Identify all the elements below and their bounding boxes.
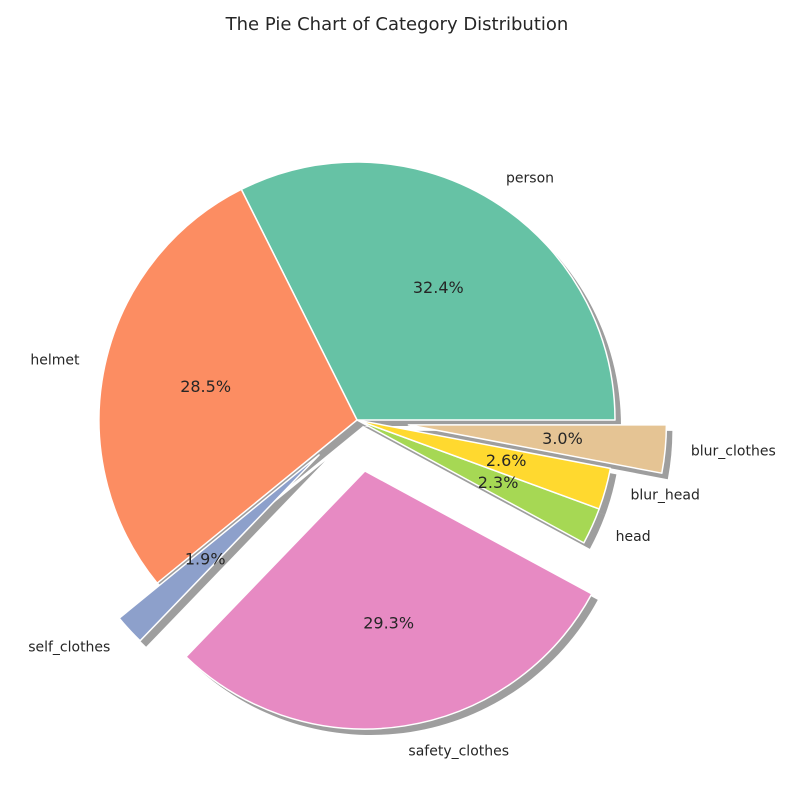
- pie-slice-person: [240, 161, 616, 421]
- slice-labels: person 32.4% helmet 28.5% self_clothes 1.9% sa…: [28, 170, 776, 759]
- slice-percent-blur-clothes: 3.0%: [542, 429, 583, 448]
- slice-percent-blur-head: 2.6%: [486, 451, 527, 470]
- slice-percent-helmet: 28.5%: [180, 377, 231, 396]
- slices: [98, 161, 668, 730]
- pie-slice-helmet: [98, 188, 358, 584]
- slice-percent-person: 32.4%: [413, 278, 464, 297]
- pie-slice-self-clothes: [118, 454, 320, 642]
- slice-label-head: head: [616, 529, 651, 545]
- slice-label-blur-head: blur_head: [631, 488, 700, 504]
- slice-label-self-clothes: self_clothes: [28, 639, 110, 655]
- slice-label-blur-clothes: blur_clothes: [691, 444, 776, 460]
- pie-slice-blur-head: [356, 419, 612, 510]
- chart-title: The Pie Chart of Category Distribution: [225, 14, 569, 35]
- slice-label-person: person: [506, 170, 554, 186]
- slice-percent-head: 2.3%: [478, 473, 519, 492]
- pie-slice-safety-clothes: [185, 470, 593, 730]
- slice-label-safety-clothes: safety_clothes: [408, 743, 509, 759]
- slice-percent-self-clothes: 1.9%: [185, 549, 226, 568]
- slice-percent-safety-clothes: 29.3%: [363, 613, 414, 632]
- slice-label-helmet: helmet: [30, 353, 80, 369]
- pie-slice-blur-clothes: [407, 424, 668, 474]
